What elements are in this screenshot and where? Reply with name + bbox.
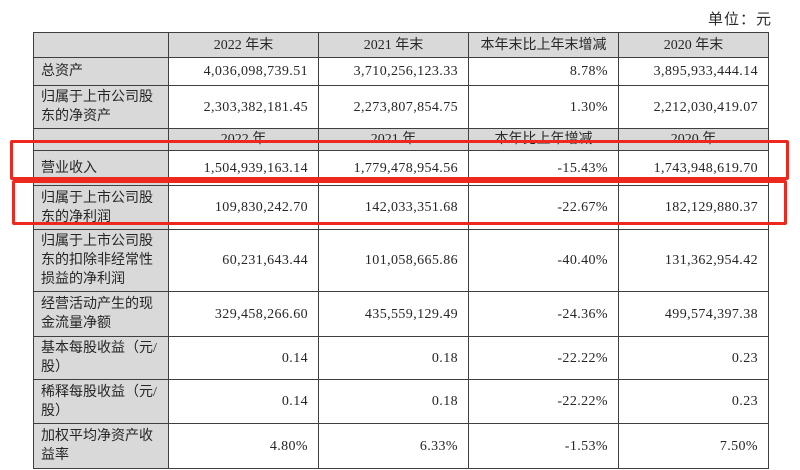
- value-cell: 0.23: [618, 379, 769, 424]
- value-cell: 0.14: [168, 379, 319, 424]
- value-cell: -22.67%: [468, 185, 619, 230]
- column-header-cell: 2020 年末: [618, 32, 769, 58]
- value-cell: -15.43%: [468, 150, 619, 186]
- value-cell: 2,303,382,181.45: [168, 85, 319, 129]
- value-cell: 435,559,129.49: [318, 291, 469, 337]
- value-cell: 2,273,807,854.75: [318, 85, 469, 129]
- row-label: 经营活动产生的现金流量净额: [33, 291, 169, 337]
- value-cell: 7.50%: [618, 423, 769, 469]
- value-cell: 2,212,030,419.07: [618, 85, 769, 129]
- value-cell: -22.22%: [468, 379, 619, 424]
- table-row: 经营活动产生的现金流量净额 329,458,266.60 435,559,129.4…: [33, 291, 769, 337]
- column-header-cell: 本年比上年增减: [468, 128, 619, 151]
- table-row: 归属于上市公司股东的净利润 109,830,242.70 142,033,351.6…: [33, 185, 769, 230]
- row-label: 加权平均净资产收益率: [33, 423, 169, 469]
- column-header-cell: [33, 128, 169, 151]
- value-cell: 1.30%: [468, 85, 619, 129]
- value-cell: 1,779,478,954.56: [318, 150, 469, 186]
- table-row: 基本每股收益（元/股） 0.14 0.18 -22.22% 0.23: [33, 336, 769, 380]
- value-cell: 131,362,954.42: [618, 229, 769, 292]
- value-cell: -22.22%: [468, 336, 619, 380]
- unit-label: 单位：元: [707, 12, 772, 28]
- value-cell: 4,036,098,739.51: [168, 57, 319, 86]
- financial-table-body: 2022 年末 2021 年末 本年末比上年末增减 2020 年末 总资产 4,036,0…: [33, 32, 769, 469]
- column-header-cell: [33, 32, 169, 58]
- value-cell: 101,058,665.86: [318, 229, 469, 292]
- column-header-cell: 2021 年末: [318, 32, 469, 58]
- value-cell: 499,574,397.38: [618, 291, 769, 337]
- value-cell: 3,895,933,444.14: [618, 57, 769, 86]
- row-label: 基本每股收益（元/股）: [33, 336, 169, 380]
- value-cell: 329,458,266.60: [168, 291, 319, 337]
- row-label: 归属于上市公司股东的净利润: [33, 185, 169, 230]
- value-cell: 0.18: [318, 379, 469, 424]
- value-cell: -40.40%: [468, 229, 619, 292]
- row-label: 总资产: [33, 57, 169, 86]
- column-header-cell: 2020 年: [618, 128, 769, 151]
- key-financial-data-table: 2022 年末 2021 年末 本年末比上年末增减 2020 年末 总资产 4,036,0…: [33, 32, 769, 469]
- table-header-row: 2022 年 2021 年本年比上年增减 2020 年: [33, 128, 769, 151]
- row-label: 归属于上市公司股东的净资产: [33, 85, 169, 129]
- value-cell: -24.36%: [468, 291, 619, 337]
- value-cell: 8.78%: [468, 57, 619, 86]
- row-label: 归属于上市公司股东的扣除非经常性损益的净利润: [33, 229, 169, 292]
- table-row: 归属于上市公司股东的净资产 2,303,382,181.45 2,273,807,8…: [33, 85, 769, 129]
- value-cell: 109,830,242.70: [168, 185, 319, 230]
- value-cell: 4.80%: [168, 423, 319, 469]
- table-row: 总资产 4,036,098,739.51 3,710,256,123.33 8.78%…: [33, 57, 769, 86]
- value-cell: 6.33%: [318, 423, 469, 469]
- table-row: 加权平均净资产收益率 4.80% 6.33% -1.53% 7.50%: [33, 423, 769, 469]
- column-header-cell: 2022 年末: [168, 32, 319, 58]
- table-header-row: 2022 年末 2021 年末 本年末比上年末增减 2020 年末: [33, 32, 769, 58]
- value-cell: -1.53%: [468, 423, 619, 469]
- row-label: 营业收入: [33, 150, 169, 186]
- value-cell: 0.18: [318, 336, 469, 380]
- value-cell: 3,710,256,123.33: [318, 57, 469, 86]
- value-cell: 1,743,948,619.70: [618, 150, 769, 186]
- value-cell: 182,129,880.37: [618, 185, 769, 230]
- table-row: 稀释每股收益（元/股） 0.14 0.18 -22.22% 0.23: [33, 379, 769, 424]
- value-cell: 142,033,351.68: [318, 185, 469, 230]
- value-cell: 0.23: [618, 336, 769, 380]
- column-header-cell: 2021 年: [318, 128, 469, 151]
- column-header-cell: 2022 年: [168, 128, 319, 151]
- value-cell: 1,504,939,163.14: [168, 150, 319, 186]
- column-header-cell: 本年末比上年末增减: [468, 32, 619, 58]
- table-row: 营业收入 1,504,939,163.14 1,779,478,954.56 -15.…: [33, 150, 769, 186]
- value-cell: 0.14: [168, 336, 319, 380]
- table-row: 归属于上市公司股东的扣除非经常性损益的净利润 60,231,643.44 101,0…: [33, 229, 769, 292]
- value-cell: 60,231,643.44: [168, 229, 319, 292]
- row-label: 稀释每股收益（元/股）: [33, 379, 169, 424]
